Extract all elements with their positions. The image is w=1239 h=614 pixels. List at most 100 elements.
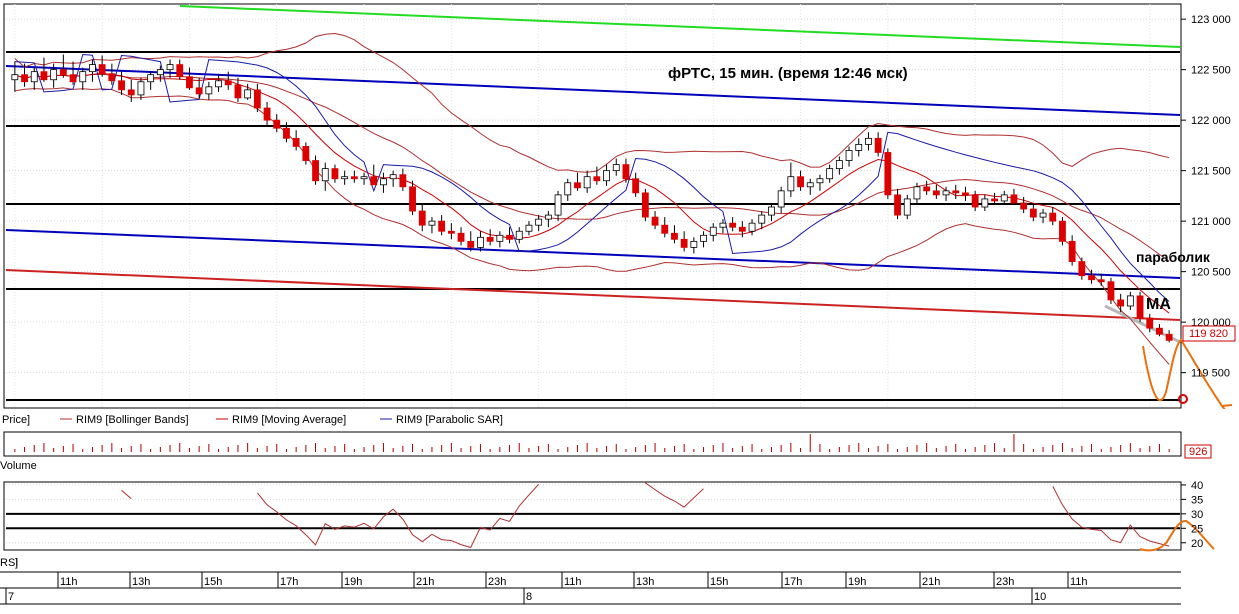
price-tick-label: 121 500 [1191, 166, 1231, 178]
candle-body [1088, 275, 1095, 281]
candle-body [603, 170, 610, 182]
candle [496, 231, 504, 248]
candle-body [1156, 327, 1163, 335]
hour-label: 13h [132, 576, 150, 588]
candle [166, 59, 174, 78]
candle [661, 217, 669, 238]
candle [486, 229, 494, 246]
hour-labels: 11h 13h 15h 17h 19h 21h 23h 11h 13h 15h 17h 19h 21h 2… [57, 572, 1088, 588]
price-tick-label: 123 000 [1191, 14, 1231, 26]
trend-lines [5, 5, 1181, 401]
rsi-title-bracket: ] [15, 557, 18, 569]
candle-body [1029, 208, 1037, 218]
candle-body [612, 164, 620, 172]
candle [574, 172, 581, 191]
candle-body [137, 81, 145, 96]
candle-body [389, 174, 397, 180]
candle [1136, 291, 1144, 323]
price-y-axis: 123 000 122 500 122 000 121 500 121 000 120 5… [1181, 14, 1231, 380]
candle-body [438, 220, 446, 232]
price-tick-label: 122 000 [1191, 115, 1231, 127]
rsi-y-axis: 40 35 30 25 20 [1181, 480, 1203, 550]
candle-body [224, 80, 232, 86]
candle-body [758, 214, 766, 224]
candle-body [1049, 212, 1057, 222]
candle [302, 142, 310, 165]
candle-body [40, 71, 48, 81]
candle [312, 155, 319, 185]
candle-body [380, 178, 387, 186]
candle [467, 231, 475, 252]
candle-body [826, 168, 834, 180]
candle [418, 204, 426, 232]
candle [1049, 207, 1057, 226]
candle-body [1000, 194, 1008, 202]
candle [515, 227, 523, 244]
candle-body [50, 69, 58, 81]
hour-label: 21h [416, 576, 434, 588]
candle-body [69, 74, 77, 83]
candle [612, 158, 620, 176]
candle [224, 71, 232, 90]
candle-body [11, 74, 19, 81]
candle-body [273, 119, 281, 129]
candle [234, 77, 242, 102]
candle [506, 227, 513, 244]
candle [283, 122, 290, 143]
candle [21, 63, 28, 87]
candle [253, 83, 261, 113]
candle-body [341, 176, 349, 180]
candle-body [855, 143, 863, 151]
volume-current-label: 926 [1189, 446, 1207, 458]
candle [554, 190, 562, 222]
price-tick-label: 122 500 [1191, 65, 1231, 77]
candle [89, 59, 96, 82]
candle [593, 166, 601, 185]
trend-line-blue-upper [5, 65, 1181, 116]
candle [40, 57, 48, 82]
candle [729, 217, 737, 232]
candle-body [874, 137, 882, 153]
candle-body [777, 190, 785, 208]
candle [894, 188, 901, 220]
hour-label: 19h [344, 576, 362, 588]
trend-line-green [179, 5, 1181, 48]
rsi-forecast-path [1139, 520, 1215, 552]
candle [477, 231, 484, 252]
candle-body [399, 174, 407, 188]
candle [855, 138, 863, 157]
candle [11, 61, 19, 92]
ma-annotation: MA [1146, 296, 1171, 313]
candle [874, 132, 882, 157]
legend: Price] RIM9 [Bollinger Bands] RIM9 [Movi… [0, 409, 1239, 429]
candle [826, 164, 834, 183]
candle-body [244, 89, 252, 99]
candle [544, 211, 552, 228]
candle-body [98, 64, 106, 75]
candle-body [1078, 261, 1086, 277]
candle [244, 83, 252, 100]
parabolic-annotation: параболик [1136, 249, 1211, 265]
candle-body [981, 198, 989, 208]
candle-body [583, 176, 591, 189]
legend-bollinger: RIM9 [Bollinger Bands] [76, 414, 189, 426]
candle-body [59, 69, 67, 76]
candle [690, 237, 698, 254]
rsi-tick-label: 40 [1191, 480, 1203, 492]
candle-body [651, 216, 659, 226]
candle [738, 221, 746, 238]
time-axis: 11h 13h 15h 17h 19h 21h 23h 11h 13h 15h 17h 19h 21h 2… [0, 571, 1239, 609]
rsi-grid [6, 484, 1180, 544]
candle-body [89, 64, 96, 73]
candle-body [554, 194, 562, 216]
legend-moving-average: RIM9 [Moving Average] [232, 414, 346, 426]
candle [69, 61, 77, 85]
candle [816, 174, 824, 191]
price-tick-label: 120 500 [1191, 267, 1231, 279]
candle [932, 184, 940, 199]
candle [952, 184, 960, 199]
candle-body [942, 190, 950, 196]
rsi-tick-label: 20 [1191, 538, 1203, 550]
candle [845, 146, 853, 167]
rsi-line [121, 482, 1215, 552]
